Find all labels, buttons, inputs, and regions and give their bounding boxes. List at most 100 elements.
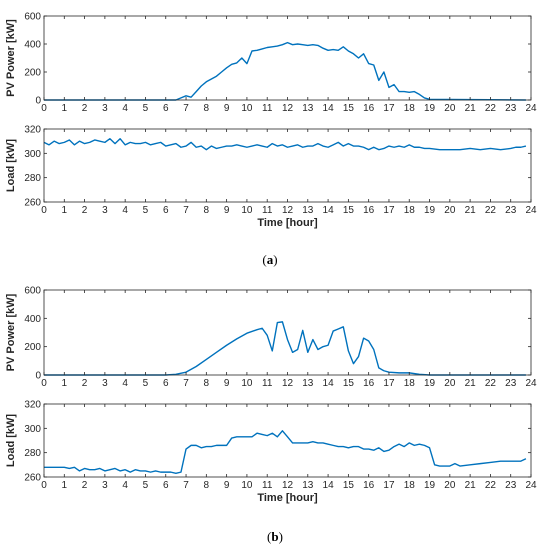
x-tick-label: 13 [302, 480, 314, 491]
x-tick-label: 19 [424, 480, 436, 491]
x-axis-label: Time [hour] [257, 217, 318, 229]
x-tick-label: 24 [525, 205, 537, 216]
y-tick-label: 200 [24, 68, 41, 79]
chart-b-top: 0 1 2 3 4 5 6 7 8 9 10 11 12 13 14 15 16 17 18 19 20 21 22 23 24… [5, 286, 537, 390]
x-tick-label: 14 [323, 103, 335, 114]
x-tick-label: 14 [323, 378, 335, 389]
x-tick-label: 21 [465, 205, 477, 216]
x-tick-label: 9 [224, 205, 230, 216]
y-tick-label: 600 [24, 286, 41, 297]
x-tick-label: 10 [241, 103, 253, 114]
x-tick-label: 16 [363, 378, 375, 389]
x-tick-label: 24 [525, 378, 537, 389]
series-line [44, 430, 527, 475]
x-tick-label: 6 [163, 205, 169, 216]
x-tick-label: 15 [343, 480, 355, 491]
x-tick-label: 24 [525, 480, 537, 491]
y-tick-label: 320 [24, 400, 41, 411]
x-tick-label: 12 [282, 480, 294, 491]
x-tick-label: 4 [122, 378, 128, 389]
x-tick-label: 11 [262, 378, 273, 389]
x-tick-label: 5 [143, 103, 149, 114]
x-tick-label: 15 [343, 205, 355, 216]
y-tick-label: 300 [24, 424, 41, 435]
x-tick-label: 11 [262, 103, 273, 114]
chart-b-bottom: 0 1 2 3 4 5 6 7 8 9 10 11 12 13 14 15 16 17 18 19 20 21 22 23 24… [5, 400, 537, 505]
y-tick-label: 300 [24, 149, 41, 160]
axes-box [43, 128, 532, 203]
x-tick-label: 17 [383, 205, 395, 216]
x-tick-label: 17 [383, 378, 395, 389]
y-axis-label: PV Power [kW] [5, 293, 17, 371]
x-tick-label: 0 [41, 205, 47, 216]
series-line [44, 321, 526, 376]
x-tick-label: 7 [183, 480, 189, 491]
x-tick-label: 2 [82, 103, 88, 114]
x-tick-label: 7 [183, 205, 189, 216]
x-tick-label: 1 [62, 378, 68, 389]
y-tick-label: 0 [35, 371, 41, 382]
y-axis-label: Load [kW] [5, 414, 17, 467]
x-tick-label: 11 [262, 205, 273, 216]
x-tick-label: 23 [505, 378, 517, 389]
x-tick-label: 17 [383, 103, 395, 114]
y-tick-label: 260 [24, 473, 41, 484]
x-tick-label: 11 [262, 480, 273, 491]
y-axis-label: Load [kW] [5, 139, 17, 192]
x-tick-label: 23 [505, 103, 517, 114]
x-tick-label: 22 [485, 480, 497, 491]
x-tick-label: 0 [41, 480, 47, 491]
x-tick-label: 18 [404, 103, 416, 114]
x-tick-label: 23 [505, 205, 517, 216]
x-tick-label: 19 [424, 205, 436, 216]
x-tick-label: 3 [102, 103, 108, 114]
x-tick-label: 21 [465, 378, 477, 389]
x-tick-label: 19 [424, 103, 436, 114]
x-tick-label: 10 [241, 378, 253, 389]
x-tick-label: 2 [82, 480, 88, 491]
x-tick-label: 24 [525, 103, 537, 114]
x-tick-label: 9 [224, 103, 230, 114]
x-tick-label: 4 [122, 480, 128, 491]
x-tick-label: 0 [41, 378, 47, 389]
x-tick-label: 0 [41, 103, 47, 114]
x-tick-label: 20 [444, 205, 456, 216]
axes-box [43, 289, 532, 376]
x-tick-label: 9 [224, 480, 230, 491]
x-tick-label: 5 [143, 205, 149, 216]
y-tick-label: 200 [24, 342, 41, 353]
y-tick-label: 0 [35, 96, 41, 107]
x-tick-label: 22 [485, 205, 497, 216]
series-line [43, 138, 527, 151]
x-tick-label: 12 [282, 378, 294, 389]
x-tick-label: 6 [163, 378, 169, 389]
axes-box [43, 403, 532, 478]
x-tick-label: 5 [143, 378, 149, 389]
x-tick-label: 18 [404, 205, 416, 216]
x-tick-label: 16 [363, 480, 375, 491]
x-tick-label: 17 [383, 480, 395, 491]
x-tick-label: 22 [485, 103, 497, 114]
x-tick-label: 8 [204, 480, 210, 491]
y-tick-label: 260 [24, 198, 41, 209]
x-tick-label: 21 [465, 480, 477, 491]
x-tick-label: 8 [204, 205, 210, 216]
x-tick-label: 6 [163, 480, 169, 491]
x-tick-label: 9 [224, 378, 230, 389]
y-tick-label: 280 [24, 448, 41, 459]
x-tick-label: 13 [302, 378, 314, 389]
chart-a-top: 0 1 2 3 4 5 6 7 8 9 10 11 12 13 14 15 16 17 18 19 20 21 22 23 24… [5, 12, 537, 115]
x-tick-label: 12 [282, 103, 294, 114]
x-tick-label: 20 [444, 378, 456, 389]
x-tick-label: 2 [82, 205, 88, 216]
x-tick-label: 20 [444, 480, 456, 491]
x-tick-label: 6 [163, 103, 169, 114]
y-tick-label: 280 [24, 173, 41, 184]
x-tick-label: 5 [143, 480, 149, 491]
x-tick-label: 14 [323, 205, 335, 216]
caption-a: (a) [262, 252, 277, 267]
x-tick-label: 16 [363, 103, 375, 114]
x-tick-label: 22 [485, 378, 497, 389]
x-tick-label: 10 [241, 480, 253, 491]
